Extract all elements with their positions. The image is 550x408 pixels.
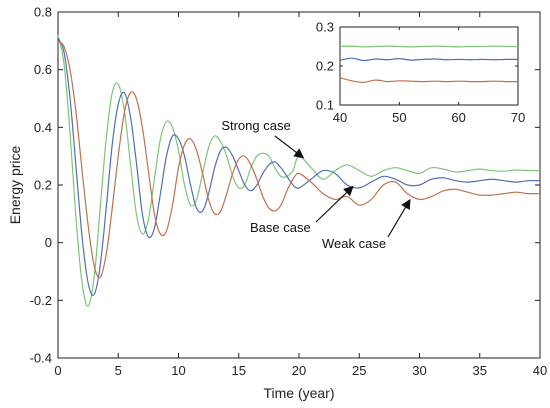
- annotation-arrow: [315, 185, 354, 223]
- inset-axis-ticks: 40 50 60 70 0.1 0.2 0.3: [316, 20, 525, 126]
- y-tick-label: -0.4: [30, 351, 52, 366]
- x-tick-label: 30: [412, 363, 426, 378]
- x-tick-label: 20: [292, 363, 306, 378]
- y-tick-label: 0: [45, 235, 52, 250]
- series-line-0: [339, 45, 519, 48]
- y-tick-label: 0.2: [316, 59, 334, 74]
- annotation-label: Weak case: [322, 236, 386, 251]
- main-axis-ticks: 0 5 10 15 20 25 30 35 40 -0.4 -0.2 0 0.2 0.4 0.6 0.8: [30, 5, 548, 379]
- x-tick-label: 35: [473, 363, 487, 378]
- y-axis-label: Energy price: [7, 145, 23, 224]
- annotations: Strong case Base case Weak case: [221, 118, 411, 251]
- y-tick-label: 0.8: [34, 5, 52, 20]
- annotation-arrow: [274, 135, 305, 159]
- y-tick-label: 0.1: [316, 98, 334, 113]
- x-tick-label: 5: [115, 363, 122, 378]
- x-tick-label: 70: [511, 110, 525, 125]
- series-line-2: [57, 40, 541, 279]
- y-tick-label: 0.6: [34, 62, 52, 77]
- inset-series-lines: [339, 45, 519, 83]
- annotation-label: Base case: [250, 220, 311, 235]
- x-tick-label: 50: [392, 110, 406, 125]
- x-tick-label: 40: [333, 110, 347, 125]
- series-line-1: [57, 37, 541, 296]
- annotation-label: Strong case: [221, 118, 290, 133]
- series-line-0: [57, 34, 541, 307]
- series-line-2: [339, 77, 519, 83]
- x-tick-label: 25: [352, 363, 366, 378]
- inset-plot-frame: [339, 26, 519, 106]
- x-tick-label: 40: [533, 363, 547, 378]
- inset-plot: 40 50 60 70 0.1 0.2 0.3: [316, 20, 525, 126]
- main-plot: 0 5 10 15 20 25 30 35 40 -0.4 -0.2 0 0.2 0.4 0.6 0.8 Ti…: [7, 5, 547, 402]
- y-tick-label: 0.3: [316, 20, 334, 35]
- x-axis-label: Time (year): [263, 385, 334, 401]
- x-tick-label: 0: [54, 363, 61, 378]
- x-tick-label: 15: [232, 363, 246, 378]
- x-tick-label: 10: [171, 363, 185, 378]
- y-tick-label: 0.4: [34, 120, 52, 135]
- y-tick-label: 0.2: [34, 178, 52, 193]
- main-series-lines: [57, 34, 541, 307]
- y-tick-label: -0.2: [30, 293, 52, 308]
- annotation-arrow: [387, 198, 411, 238]
- x-tick-label: 60: [451, 110, 465, 125]
- series-line-1: [339, 57, 519, 62]
